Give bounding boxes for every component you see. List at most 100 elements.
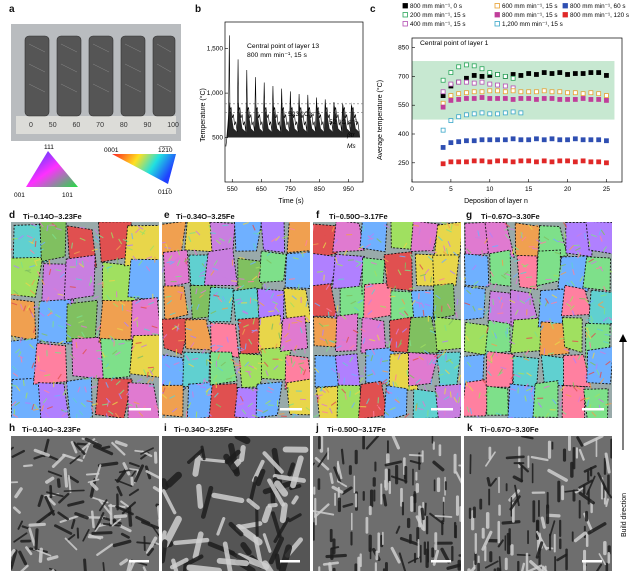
- y-tick-label: 500: [212, 135, 223, 142]
- data-point: [526, 137, 532, 143]
- lath: [169, 260, 176, 265]
- lath: [88, 279, 92, 286]
- lath: [260, 347, 262, 354]
- lath: [235, 279, 238, 286]
- lath: [449, 391, 452, 398]
- alpha-lath: [129, 468, 139, 471]
- alpha-lath: [267, 503, 278, 508]
- lath: [286, 305, 293, 308]
- lath: [544, 298, 550, 304]
- data-point: [487, 111, 493, 117]
- lath: [205, 416, 209, 418]
- lath: [446, 222, 451, 229]
- grain: [130, 296, 159, 340]
- lath: [559, 263, 566, 267]
- lath: [78, 410, 84, 416]
- lath: [24, 269, 31, 272]
- data-point: [495, 82, 500, 88]
- lath: [26, 305, 31, 311]
- data-point: [534, 136, 539, 142]
- lath: [81, 331, 86, 338]
- lath: [443, 396, 450, 401]
- alpha-lath: [57, 511, 70, 521]
- grain: [585, 222, 612, 255]
- lath: [176, 325, 179, 332]
- data-point: [448, 98, 454, 103]
- data-point: [464, 96, 469, 101]
- lath: [149, 369, 154, 376]
- lath: [576, 330, 583, 335]
- panel-title: Ti–0.67O–3.30Fe: [481, 212, 540, 221]
- lath: [173, 257, 180, 263]
- lath: [497, 296, 503, 303]
- lath: [38, 370, 43, 377]
- lath: [408, 286, 416, 290]
- alpha-lath: [11, 549, 18, 570]
- lath: [500, 302, 504, 309]
- lath: [22, 379, 25, 387]
- alpha-lath: [23, 464, 33, 468]
- lath: [489, 232, 494, 238]
- panel-label-k: k: [467, 423, 473, 434]
- scale-bar: [582, 560, 602, 563]
- alpha-lath: [11, 548, 16, 558]
- lath: [18, 351, 22, 358]
- lath: [469, 408, 473, 415]
- legend-label: 200 mm min⁻¹, 15 s: [410, 12, 465, 19]
- grain: [255, 381, 283, 418]
- alpha-lath: [192, 531, 204, 560]
- lath: [233, 364, 240, 367]
- lath: [397, 353, 401, 360]
- data-point: [448, 81, 454, 87]
- alpha-lath: [113, 514, 128, 519]
- lath: [20, 356, 23, 363]
- lath: [215, 239, 221, 245]
- lath: [510, 388, 517, 391]
- lath: [486, 364, 491, 371]
- lath: [29, 343, 35, 349]
- alpha-lath: [186, 564, 223, 571]
- lath: [162, 379, 166, 386]
- data-point: [495, 72, 500, 77]
- lath: [28, 226, 33, 232]
- alpha-lath: [94, 512, 105, 531]
- data-point: [588, 97, 594, 102]
- lath: [44, 374, 51, 377]
- lath: [324, 338, 329, 345]
- alpha-lath: [62, 453, 83, 462]
- panel-title: Ti–0.50O–3.17Fe: [327, 425, 386, 434]
- lath: [554, 251, 561, 255]
- grain: [208, 383, 240, 418]
- lath: [543, 236, 550, 241]
- lath: [560, 385, 565, 392]
- lath: [33, 403, 39, 410]
- lath: [351, 373, 358, 377]
- lath: [179, 293, 183, 300]
- data-point: [604, 98, 609, 103]
- lath: [299, 327, 303, 334]
- lath: [429, 330, 436, 334]
- lath: [47, 312, 53, 316]
- plot-frame: [411, 37, 623, 183]
- lath: [65, 322, 72, 327]
- lath: [213, 259, 218, 266]
- lath: [403, 317, 406, 324]
- lath: [596, 328, 603, 332]
- lath: [366, 398, 370, 405]
- alpha-lath: [288, 513, 302, 523]
- alpha-lath: [63, 489, 85, 492]
- alpha-lath: [420, 507, 425, 521]
- data-point: [526, 158, 532, 164]
- lath: [138, 260, 143, 266]
- lath: [327, 311, 330, 318]
- lath: [605, 236, 610, 243]
- lath: [215, 403, 222, 408]
- x-tick-label: 5: [449, 186, 453, 193]
- lath: [563, 348, 570, 352]
- lath: [285, 339, 292, 343]
- grain: [332, 253, 365, 289]
- lath: [388, 341, 391, 348]
- lath: [427, 248, 434, 253]
- lath: [320, 382, 326, 388]
- ruler-number: 100: [167, 122, 179, 129]
